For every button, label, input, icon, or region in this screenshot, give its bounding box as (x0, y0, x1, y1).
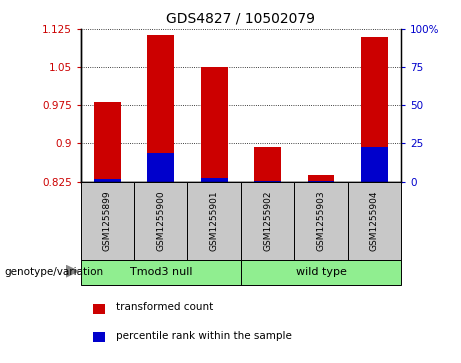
FancyBboxPatch shape (241, 182, 294, 260)
Bar (307, 175, 334, 182)
Bar (94, 102, 121, 182)
Polygon shape (66, 265, 80, 278)
FancyBboxPatch shape (81, 260, 241, 285)
Bar (94, 332, 105, 342)
Text: GSM1255904: GSM1255904 (370, 190, 379, 251)
FancyBboxPatch shape (241, 260, 401, 285)
Bar (307, 181, 334, 182)
Text: genotype/variation: genotype/variation (5, 266, 104, 277)
FancyBboxPatch shape (294, 182, 348, 260)
Text: percentile rank within the sample: percentile rank within the sample (116, 331, 292, 340)
Title: GDS4827 / 10502079: GDS4827 / 10502079 (166, 11, 315, 25)
Bar (148, 35, 174, 182)
FancyBboxPatch shape (348, 182, 401, 260)
Bar (201, 67, 228, 182)
FancyBboxPatch shape (188, 182, 241, 260)
FancyBboxPatch shape (81, 182, 134, 260)
Bar (254, 147, 281, 182)
Text: GSM1255900: GSM1255900 (156, 190, 165, 251)
Text: wild type: wild type (296, 267, 346, 277)
Bar (201, 178, 228, 182)
Text: GSM1255899: GSM1255899 (103, 190, 112, 251)
Text: GSM1255901: GSM1255901 (210, 190, 219, 251)
Bar (148, 152, 174, 182)
Text: GSM1255902: GSM1255902 (263, 190, 272, 251)
Text: transformed count: transformed count (116, 302, 213, 313)
Bar (94, 304, 105, 314)
Bar (254, 181, 281, 182)
Text: GSM1255903: GSM1255903 (316, 190, 325, 251)
Bar (361, 147, 388, 182)
Bar (361, 37, 388, 182)
FancyBboxPatch shape (134, 182, 188, 260)
Bar (94, 179, 121, 182)
Text: Tmod3 null: Tmod3 null (130, 267, 192, 277)
